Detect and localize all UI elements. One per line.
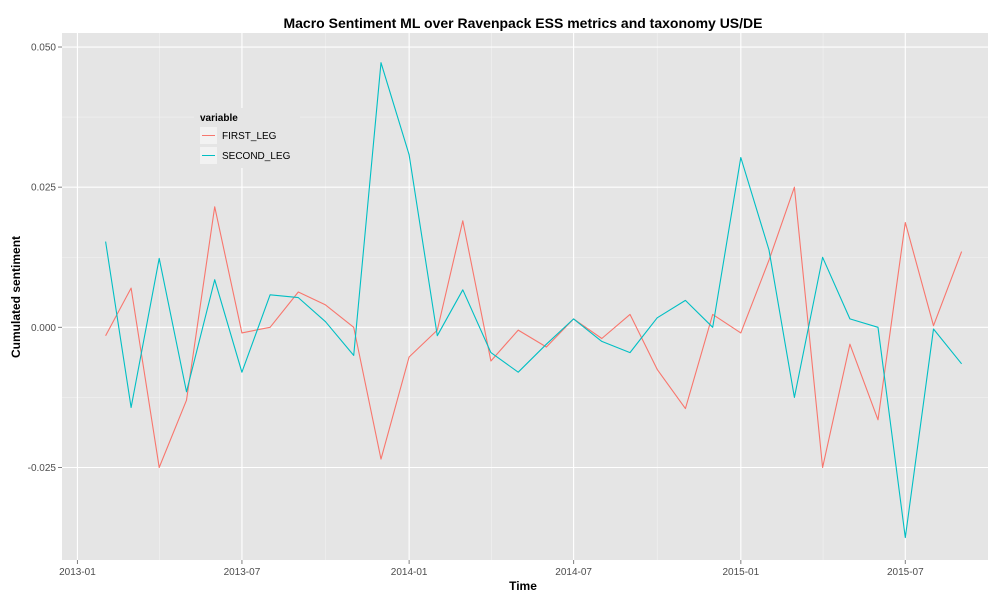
x-axis-title: Time [509, 579, 537, 593]
legend-title: variable [200, 113, 238, 124]
chart-title: Macro Sentiment ML over Ravenpack ESS me… [283, 15, 762, 31]
y-tick-label: 0.050 [31, 43, 56, 54]
y-axis: -0.025 0.000 0.025 0.050 [28, 43, 62, 474]
x-tick-label: 2014-01 [391, 567, 428, 578]
major-gridlines [62, 33, 988, 560]
x-tick-label: 2015-07 [887, 567, 924, 578]
y-tick-label: 0.025 [31, 183, 56, 194]
y-axis-title: Cumulated sentiment [9, 236, 23, 358]
x-tick-label: 2013-07 [224, 567, 261, 578]
legend: variable FIRST_LEG SECOND_LEG [194, 108, 300, 168]
legend-label-second-leg: SECOND_LEG [222, 151, 291, 162]
x-axis: 2013-01 2013-07 2014-01 2014-07 2015-01 2015-… [59, 560, 924, 578]
x-tick-label: 2015-01 [722, 567, 759, 578]
y-tick-label: 0.000 [31, 323, 56, 334]
series-lines [105, 62, 963, 539]
series-line-first-leg [105, 186, 963, 469]
x-tick-label: 2013-01 [59, 567, 96, 578]
x-tick-label: 2014-07 [555, 567, 592, 578]
legend-label-first-leg: FIRST_LEG [222, 131, 277, 142]
series-line-second-leg [105, 62, 963, 539]
y-tick-label: -0.025 [28, 463, 57, 474]
